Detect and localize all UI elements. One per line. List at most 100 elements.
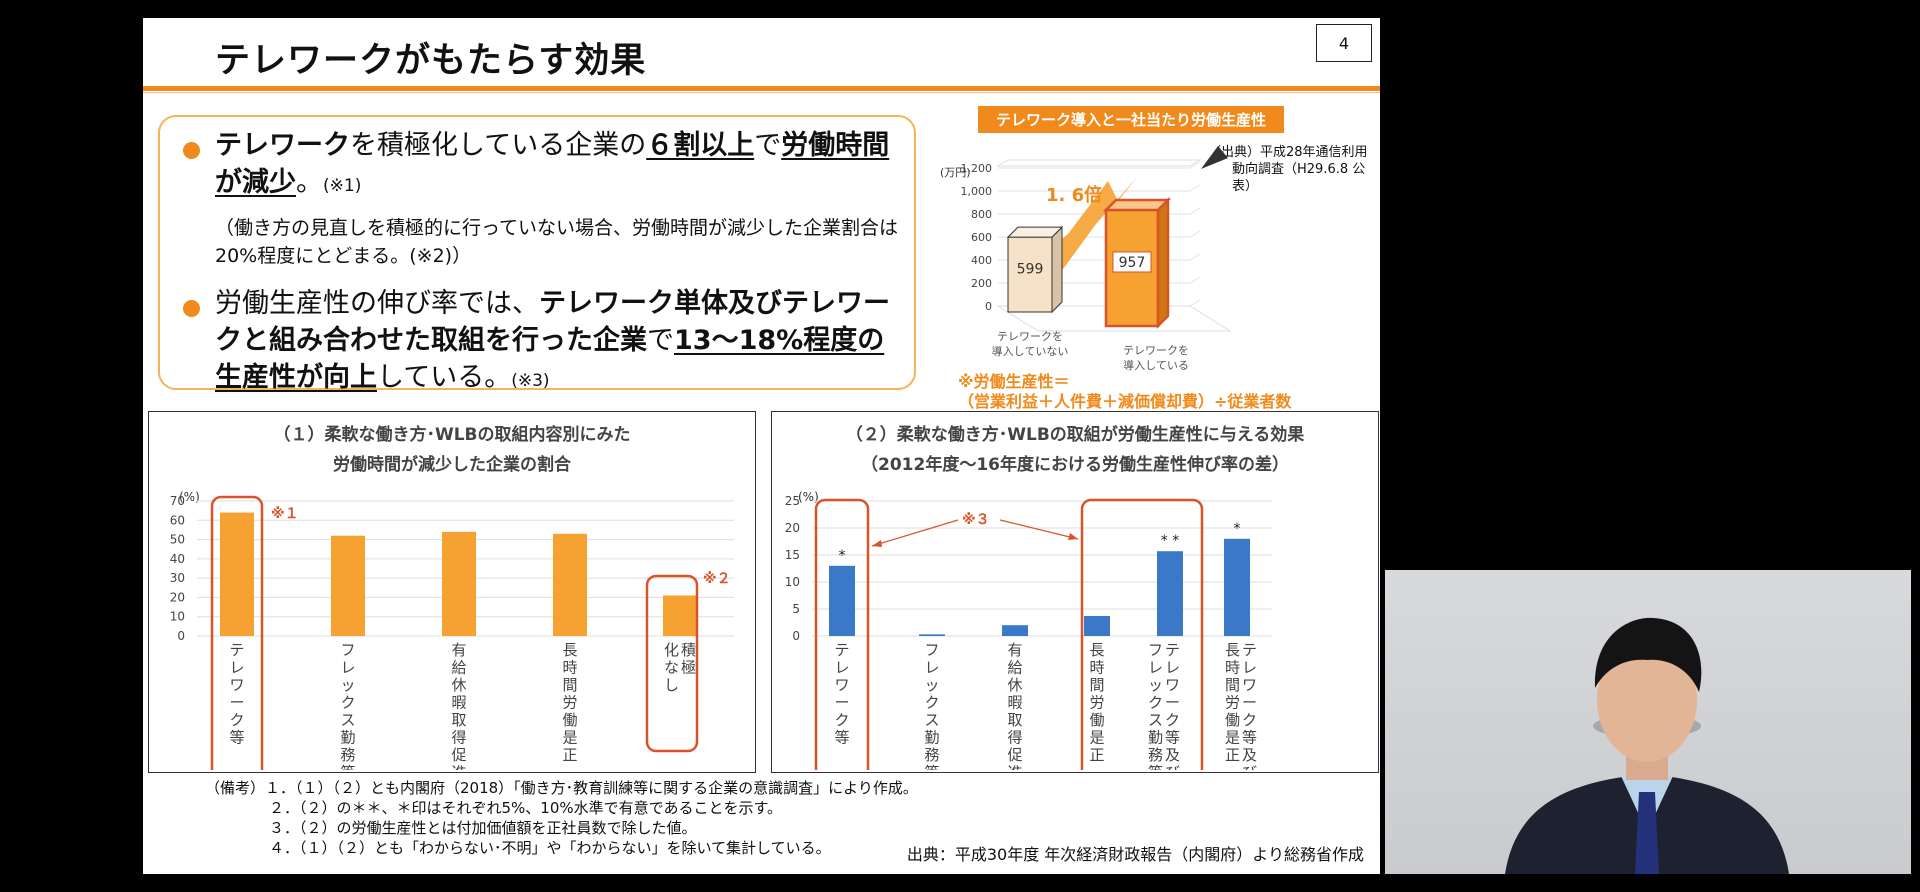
productivity-gridline-depth [1189, 230, 1201, 238]
note-line-2: ２．（２）の＊＊、＊印はそれぞれ5%、10%水準で有意であることを示す。 [269, 799, 782, 817]
category-label-char: ッ [1148, 676, 1163, 694]
source-line-2: 動向調査（H29.6.8 公表） [1232, 162, 1366, 194]
bullet-1-text2: で [754, 130, 782, 161]
category-label-char: ー [1242, 694, 1257, 712]
category-label-char: ー [229, 694, 244, 712]
panel-1-category-labels: テレワーク等フレックス勤務等有給休暇取得促進長時間労働是正積極化なし [229, 641, 696, 770]
tick-label: 5 [792, 602, 800, 616]
floor-grid [996, 159, 1202, 167]
page-number: 4 [1316, 24, 1372, 62]
category-label-char: テ [1165, 641, 1180, 659]
arrowhead-right-icon [1068, 533, 1078, 540]
bullet-1-emphasis2: 労働時間が減少 [215, 130, 890, 198]
category-label-char: ク [834, 711, 849, 729]
bullet-1-text: を積極化している企業の [350, 130, 647, 161]
highlight-frame-none [645, 574, 699, 753]
productivity-tick-label: 800 [971, 208, 992, 221]
productivity-gridline-depth [1189, 276, 1201, 284]
category-label-char: レ [1165, 659, 1180, 677]
bullet-2-emphasis: テレワーク単体及びテレワークと組み合わせた取組を行った企業 [215, 288, 890, 356]
category-label-char: 等 [1165, 729, 1180, 747]
productivity-gridline-depth [1189, 184, 1201, 192]
bullet-1: テレワークを積極化している企業の６割以上で労働時間が減少。(※1) [215, 127, 895, 205]
category-label-char: ス [340, 711, 355, 729]
category-label-char: 長 [1225, 641, 1240, 659]
panel-2-mark-3: ※３ [962, 512, 990, 528]
category-label-char: フ [1148, 641, 1163, 659]
category-label-char: 進 [451, 764, 466, 771]
significance-label: * [1234, 521, 1241, 537]
category-label-char: 正 [1225, 746, 1240, 764]
source-line-1: （出典）平成28年通信利用 [1208, 145, 1368, 160]
tick-label: 40 [170, 552, 185, 566]
bullet-box: テレワークを積極化している企業の６割以上で労働時間が減少。(※1) （働き方の見… [158, 115, 916, 393]
productivity-gridline-depth [1189, 207, 1201, 215]
panel-1-unit: (%) [179, 490, 200, 504]
tick-label: 25 [785, 494, 800, 508]
productivity-tick-label: 0 [985, 300, 992, 313]
category-label-char: ス [924, 711, 939, 729]
category-label-char: 進 [1007, 764, 1022, 771]
panel-2-bars [829, 538, 1250, 636]
productivity-bar-top [1006, 226, 1064, 238]
productivity-value-box [1112, 251, 1152, 273]
category-label-char: 勤 [340, 729, 355, 747]
bar [1002, 625, 1028, 636]
bar [331, 535, 365, 636]
category-label-char: 間 [1089, 676, 1104, 694]
bar [1084, 616, 1110, 636]
productivity-unit: (万円) [940, 166, 971, 179]
category-label-char: 等 [834, 729, 849, 747]
category-label-char: フ [924, 641, 939, 659]
productivity-gridline-depth [1189, 299, 1201, 307]
formula-line-2: （営業利益＋人件費＋減価償却費）÷従業者数 [958, 392, 1292, 411]
presenter-tie [1635, 792, 1659, 874]
category-label-char: 時 [1225, 659, 1240, 677]
category-label-char: 暇 [1007, 694, 1022, 712]
category-label-char: ワ [1165, 676, 1180, 694]
productivity-tick-labels: 1,200 1,000 800 600 400 200 0 [961, 162, 993, 313]
category-label-char: な [664, 659, 679, 677]
bullet-1-parenthetical: （働き方の見直しを積極的に行っていない場合、労働時間が減少した企業割合は20%程… [215, 217, 899, 267]
panel-2-tick-labels: 25 20 15 10 5 0 [785, 494, 800, 643]
category-label-char: 取 [1007, 711, 1022, 729]
category-label-char: 得 [451, 729, 466, 747]
category-label-char: ー [1165, 694, 1180, 712]
slide: テレワークがもたらす効果 4 テレワークを積極化している企業の６割以上で労働時間… [143, 18, 1380, 874]
category-label-char: 是 [562, 729, 577, 747]
bar [553, 533, 587, 636]
cat-label-2b: 導入している [1123, 358, 1189, 371]
cat-label-1a: テレワークを [997, 330, 1063, 343]
category-label-char: ワ [229, 676, 244, 694]
productivity-bar-top [1102, 198, 1172, 212]
panel-1-title-line-1: （１）柔軟な働き方･WLBの取組内容別にみた [273, 425, 631, 445]
bullet-2-text: 労働生産性の伸び率では、 [215, 288, 539, 319]
category-label-char: 積 [681, 641, 696, 659]
category-label-char: ク [1242, 711, 1257, 729]
presenter-hair [1594, 617, 1702, 692]
bullet-2-text2: で [647, 325, 674, 356]
category-label-char: 働 [1089, 711, 1104, 729]
tick-label: 0 [177, 629, 185, 643]
bullet-dot-icon [183, 142, 200, 159]
category-label-char: 労 [562, 694, 577, 712]
panel-2-category-labels: テレワーク等フレックス勤務等有給休暇取得促進長時間労働是正テレワーク等及びフレッ… [834, 641, 1257, 770]
panel-2-title-line-1: （２）柔軟な働き方･WLBの取組が労働生産性に与える効果 [845, 425, 1305, 445]
category-label-char: レ [834, 659, 849, 677]
formula-line-1: ※労働生産性＝ [958, 372, 1070, 391]
category-label-char: 等 [1148, 764, 1163, 771]
tick-label: 60 [170, 513, 185, 527]
significance-label: * [839, 548, 846, 564]
bullet-1-emphasis: ６割以上 [646, 130, 755, 161]
category-label-char: ワ [1242, 676, 1257, 694]
category-label-char: 是 [1089, 729, 1104, 747]
productivity-chart-title: テレワーク導入と一社当たり労働生産性 [978, 106, 1285, 133]
productivity-bars: 599 957 [1006, 196, 1172, 330]
category-label-char: 暇 [451, 694, 466, 712]
bullet-2-emphasis2: 13～18%程度の生産性が向上 [215, 325, 885, 393]
panel-1-mark-2: ※２ [703, 571, 731, 587]
category-label-char: 務 [924, 746, 939, 764]
panel-1-mark-1: ※１ [271, 506, 299, 522]
category-label-char: 勤 [1148, 729, 1163, 747]
category-label-char: 給 [1007, 659, 1022, 677]
